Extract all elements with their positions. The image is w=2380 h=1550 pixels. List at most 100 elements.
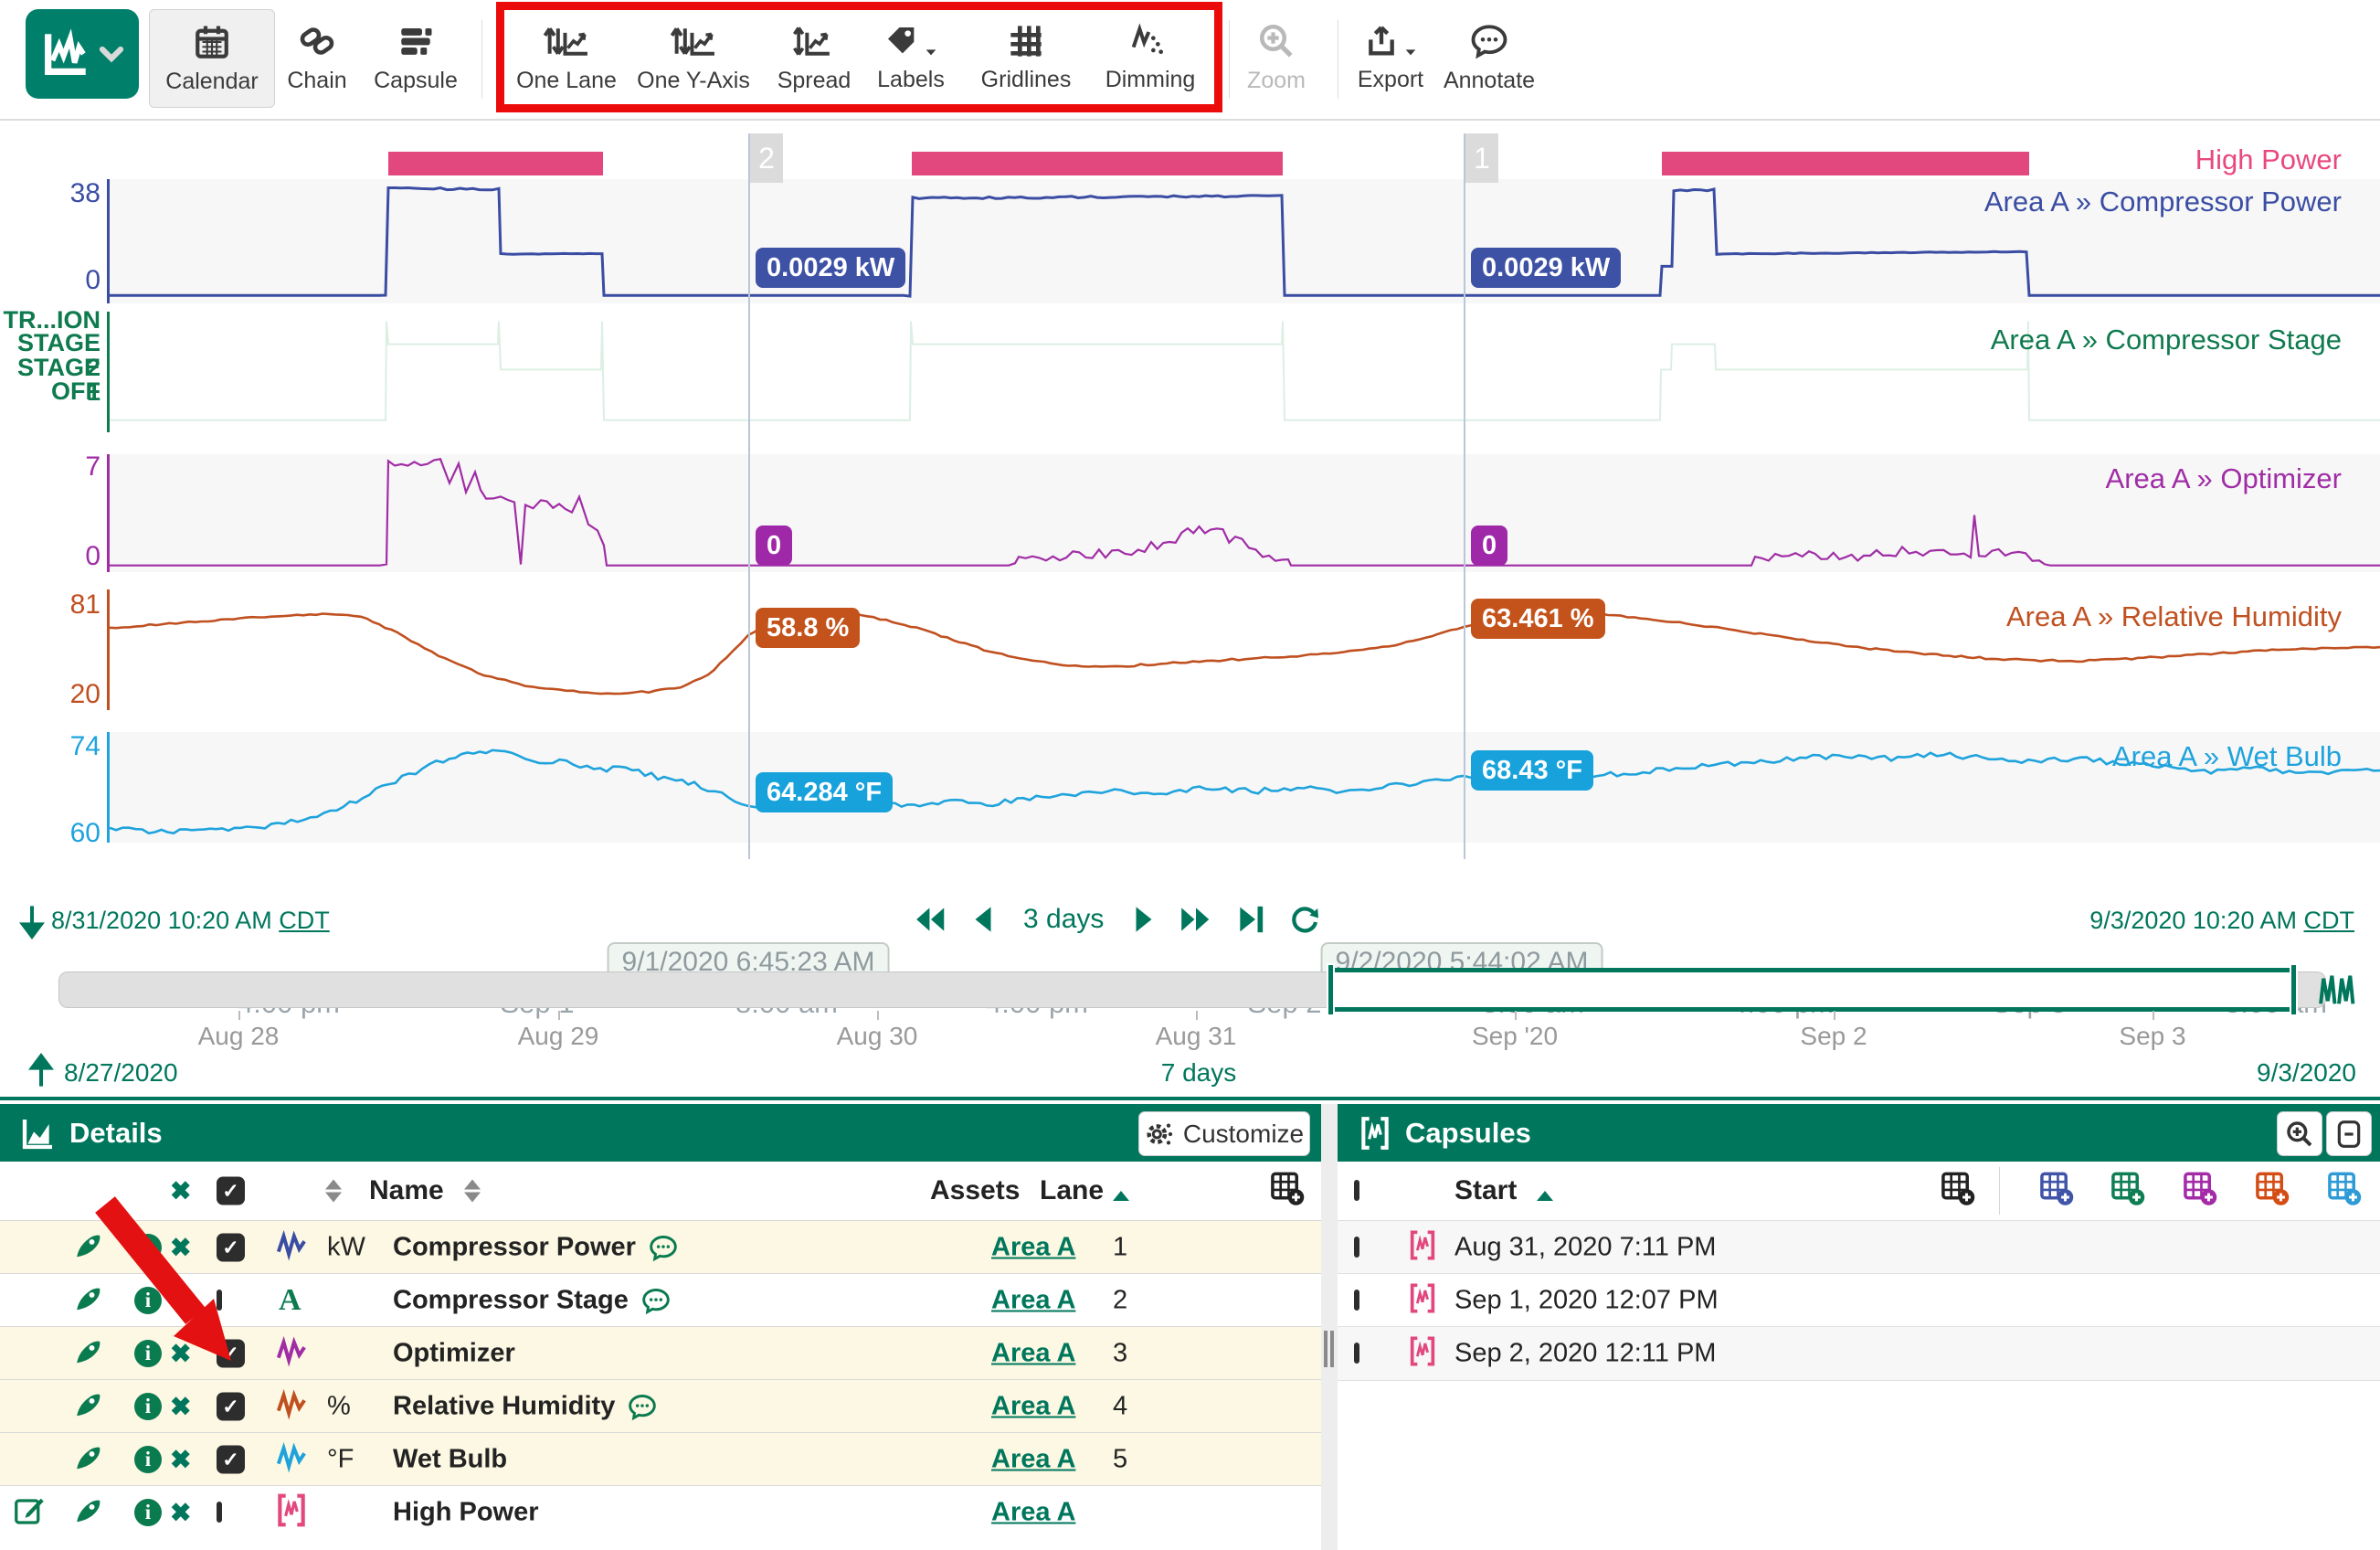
row-checkbox[interactable]: ✓ — [217, 1233, 245, 1262]
column-header-assets[interactable]: Assets — [930, 1175, 1021, 1205]
info-icon[interactable]: i — [134, 1446, 162, 1473]
cursor-flag[interactable]: 1 — [1465, 133, 1498, 183]
y-axis-compressor-stage[interactable] — [107, 312, 110, 432]
y-axis-optimizer[interactable] — [107, 454, 110, 572]
investigate-range-end[interactable]: 9/3/2020 — [2257, 1058, 2356, 1087]
toolbar-button-calendar[interactable]: Calendar — [149, 9, 275, 108]
sort-icon[interactable] — [325, 1179, 342, 1203]
row-checkbox[interactable]: ✓ — [217, 1392, 245, 1421]
toolbar-button-dimming[interactable]: Dimming — [1088, 9, 1212, 106]
capsule-row[interactable]: Sep 1, 2020 12:07 PM — [1338, 1273, 2380, 1327]
details-row-compressor-power[interactable]: i ✖ ✓ kW Compressor Power Area A 1 — [0, 1220, 1321, 1274]
toolbar-button-one-y-axis[interactable]: One Y-Axis — [631, 9, 756, 106]
remove-icon[interactable]: ✖ — [170, 1498, 192, 1527]
series-label-compressor-power[interactable]: Area A » Compressor Power — [1983, 186, 2342, 218]
add-stat-column-relative-humidity[interactable] — [2255, 1172, 2290, 1211]
toolbar-button-chain[interactable]: Chain — [255, 9, 379, 106]
asset-link[interactable]: Area A — [991, 1232, 1076, 1262]
trend-chart[interactable]: 38 0 TR...ION STAGE 2 STAGE 1 OFF 7 0 81… — [0, 119, 2380, 1019]
rocket-icon[interactable] — [73, 1283, 104, 1319]
add-stat-column-compressor-stage[interactable] — [2110, 1172, 2145, 1211]
capsule-row[interactable]: Aug 31, 2020 7:11 PM — [1338, 1220, 2380, 1274]
asset-link[interactable]: Area A — [991, 1338, 1076, 1368]
rocket-icon[interactable] — [73, 1389, 104, 1425]
row-checkbox[interactable] — [217, 1290, 222, 1311]
toolbar-button-annotate[interactable]: Annotate — [1427, 9, 1551, 106]
step-forward-button[interactable] — [1133, 904, 1155, 935]
info-icon[interactable]: i — [134, 1287, 162, 1314]
asset-link[interactable]: Area A — [991, 1444, 1076, 1474]
toolbar-button-zoom[interactable]: Zoom — [1214, 9, 1338, 106]
capsule-row[interactable]: Sep 2, 2020 12:11 PM — [1338, 1326, 2380, 1381]
range-duration[interactable]: 3 days — [1023, 904, 1105, 934]
series-label-optimizer[interactable]: Area A » Optimizer — [2105, 462, 2342, 494]
details-row-compressor-stage[interactable]: i A Compressor Stage Area A 2 — [0, 1273, 1321, 1327]
details-row-relative-humidity[interactable]: i ✖ ✓ % Relative Humidity Area A 4 — [0, 1379, 1321, 1433]
details-row-optimizer[interactable]: i ✖ ✓ Optimizer Area A 3 — [0, 1326, 1321, 1380]
rocket-icon[interactable] — [73, 1495, 104, 1531]
select-all-checkbox[interactable]: ✓ — [217, 1176, 245, 1205]
toolbar-button-capsule[interactable]: Capsule — [354, 9, 478, 106]
toolbar-button-one-lane[interactable]: One Lane — [504, 9, 629, 106]
comment-bubble-icon[interactable] — [628, 1392, 657, 1421]
add-stat-column-wet-bulb[interactable] — [2327, 1172, 2362, 1211]
worksheet-view-selector[interactable] — [26, 9, 139, 99]
info-icon[interactable]: i — [134, 1234, 162, 1261]
timeline-left-handle[interactable] — [1327, 963, 1335, 1016]
investigate-range-start[interactable]: 8/27/2020 — [64, 1058, 178, 1087]
row-checkbox[interactable] — [1354, 1237, 1359, 1258]
add-column-icon[interactable] — [1941, 1172, 1975, 1211]
info-icon[interactable]: i — [134, 1393, 162, 1420]
capsules-zoom-button[interactable] — [2277, 1111, 2322, 1156]
toolbar-button-labels[interactable]: Labels — [849, 9, 973, 106]
details-row-high-power[interactable]: i ✖ High Power Area A — [0, 1485, 1321, 1539]
comment-bubble-icon[interactable] — [649, 1233, 678, 1262]
column-header-start[interactable]: Start — [1454, 1175, 1518, 1205]
row-checkbox[interactable] — [1354, 1290, 1359, 1311]
step-back-double-button[interactable] — [914, 904, 948, 935]
display-range-start[interactable]: 8/31/2020 10:20 AM CDT — [51, 907, 330, 934]
series-label-compressor-stage[interactable]: Area A » Compressor Stage — [1990, 324, 2342, 356]
high-power-capsule-bar[interactable] — [1662, 152, 2029, 175]
rocket-icon[interactable] — [73, 1336, 104, 1372]
info-icon[interactable]: i — [134, 1499, 162, 1526]
row-checkbox[interactable]: ✓ — [217, 1445, 245, 1474]
y-axis-relative-humidity[interactable] — [107, 589, 110, 710]
column-header-name[interactable]: Name — [369, 1175, 444, 1205]
toolbar-button-gridlines[interactable]: Gridlines — [964, 9, 1088, 106]
remove-icon[interactable]: ✖ — [170, 1392, 192, 1421]
series-label-relative-humidity[interactable]: Area A » Relative Humidity — [2005, 600, 2342, 632]
cursor-line[interactable] — [748, 133, 750, 859]
sort-asc-icon[interactable] — [1113, 1175, 1129, 1202]
rocket-icon[interactable] — [73, 1230, 104, 1266]
display-range-end[interactable]: 9/3/2020 10:20 AM CDT — [2089, 907, 2355, 934]
edit-condition-icon[interactable] — [13, 1494, 46, 1532]
select-all-checkbox[interactable] — [1354, 1180, 1359, 1201]
toolbar-button-spread[interactable]: Spread — [752, 9, 876, 106]
series-label-wet-bulb[interactable]: Area A » Wet Bulb — [2111, 740, 2342, 772]
add-stat-column-optimizer[interactable] — [2183, 1172, 2217, 1211]
remove-all-icon[interactable]: ✖ — [170, 1176, 192, 1205]
step-to-end-button[interactable] — [1237, 904, 1264, 935]
investigate-range-duration[interactable]: 7 days — [1160, 1058, 1237, 1087]
sort-asc-icon[interactable] — [1537, 1175, 1553, 1202]
row-checkbox[interactable]: ✓ — [217, 1339, 245, 1368]
rocket-icon[interactable] — [73, 1442, 104, 1478]
cursor-line[interactable] — [1464, 133, 1465, 859]
add-stat-column-compressor-power[interactable] — [2039, 1172, 2074, 1211]
capsules-collapse-button[interactable] — [2326, 1111, 2372, 1156]
refresh-button[interactable] — [1288, 903, 1321, 936]
customize-button[interactable]: Customize — [1138, 1111, 1310, 1156]
timezone-link[interactable]: CDT — [279, 907, 330, 934]
y-axis-compressor-power[interactable] — [107, 179, 110, 303]
series-label-high-power[interactable]: High Power — [2195, 143, 2342, 175]
column-header-lane[interactable]: Lane — [1040, 1175, 1105, 1205]
comment-bubble-icon[interactable] — [641, 1286, 671, 1315]
cursor-flag[interactable]: 2 — [750, 133, 783, 183]
add-column-icon[interactable] — [1270, 1172, 1305, 1211]
timezone-link[interactable]: CDT — [2303, 907, 2355, 934]
toolbar-button-export[interactable]: Export — [1328, 9, 1453, 106]
asset-link[interactable]: Area A — [991, 1285, 1076, 1315]
remove-icon[interactable]: ✖ — [170, 1233, 192, 1262]
high-power-capsule-bar[interactable] — [912, 152, 1283, 175]
